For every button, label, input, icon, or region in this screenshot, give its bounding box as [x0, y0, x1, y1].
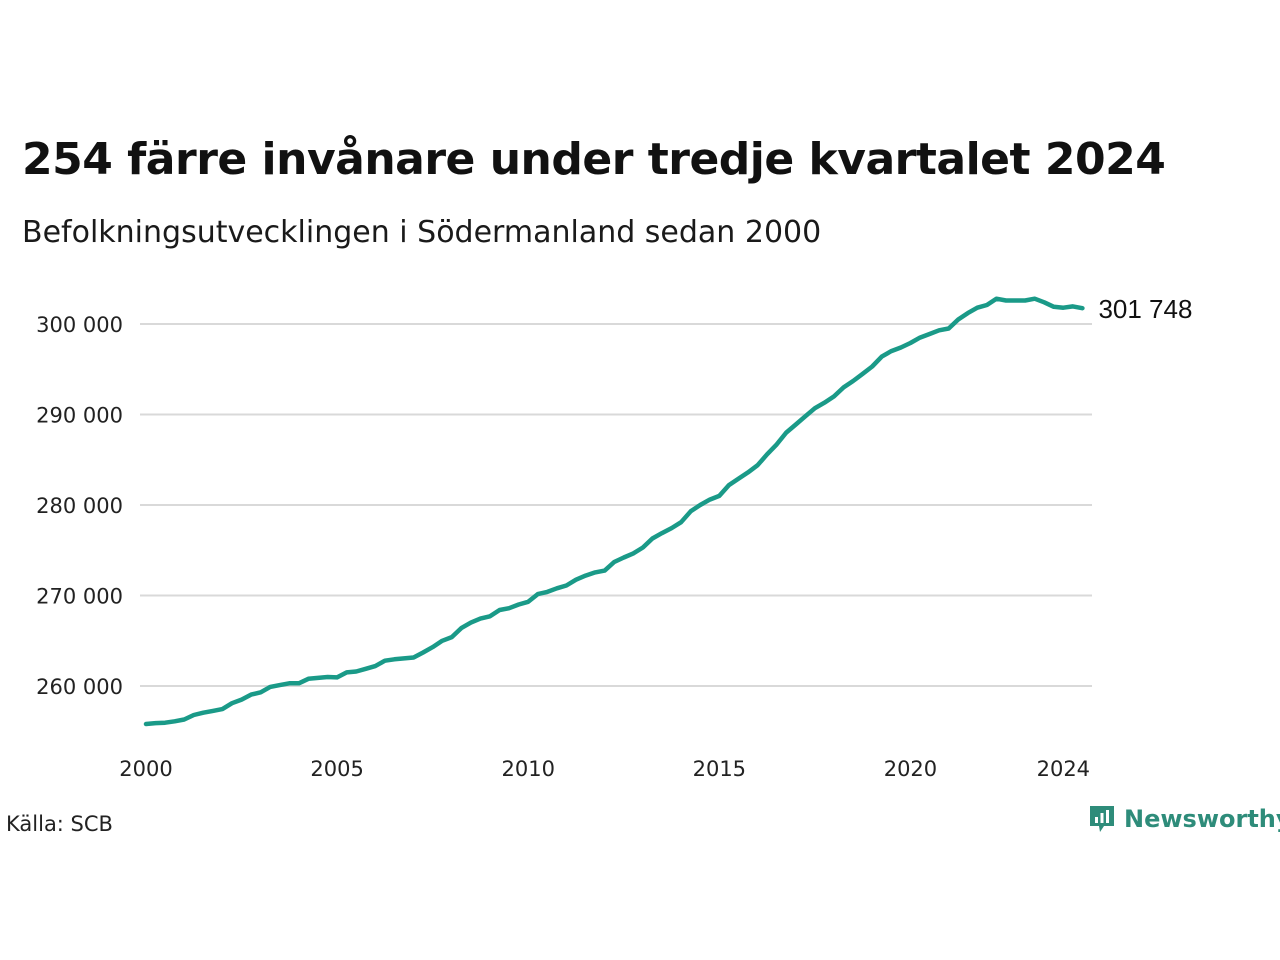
- y-tick-label: 290 000: [36, 404, 123, 428]
- chart-title: 254 färre invånare under tredje kvartale…: [22, 134, 1166, 185]
- y-tick-label: 280 000: [36, 494, 123, 518]
- x-tick-label: 2015: [693, 757, 746, 781]
- population-line: [143, 296, 1085, 727]
- brand-logo: Newsworthy: [1088, 804, 1280, 834]
- x-tick-label: 2000: [119, 757, 172, 781]
- y-tick-label: 270 000: [36, 585, 123, 609]
- y-tick-label: 300 000: [36, 313, 123, 337]
- y-tick-label: 260 000: [36, 675, 123, 699]
- y-axis-ticks: 260 000 270 000 280 000 290 000 300 000: [36, 313, 123, 699]
- source-note: Källa: SCB: [6, 812, 113, 836]
- newsworthy-logo-icon: [1090, 806, 1114, 832]
- chart-subtitle: Befolkningsutvecklingen i Södermanland s…: [22, 215, 822, 250]
- brand-name: Newsworthy: [1124, 805, 1280, 833]
- gridlines: [140, 323, 1092, 687]
- series-group: [143, 296, 1085, 727]
- x-tick-label: 2010: [501, 757, 554, 781]
- x-axis-ticks: 2000 2005 2010 2015 2020 2024: [119, 757, 1090, 781]
- x-tick-label: 2024: [1037, 757, 1090, 781]
- x-tick-label: 2020: [884, 757, 937, 781]
- end-value-label: 301 748: [1098, 294, 1192, 324]
- x-tick-label: 2005: [310, 757, 363, 781]
